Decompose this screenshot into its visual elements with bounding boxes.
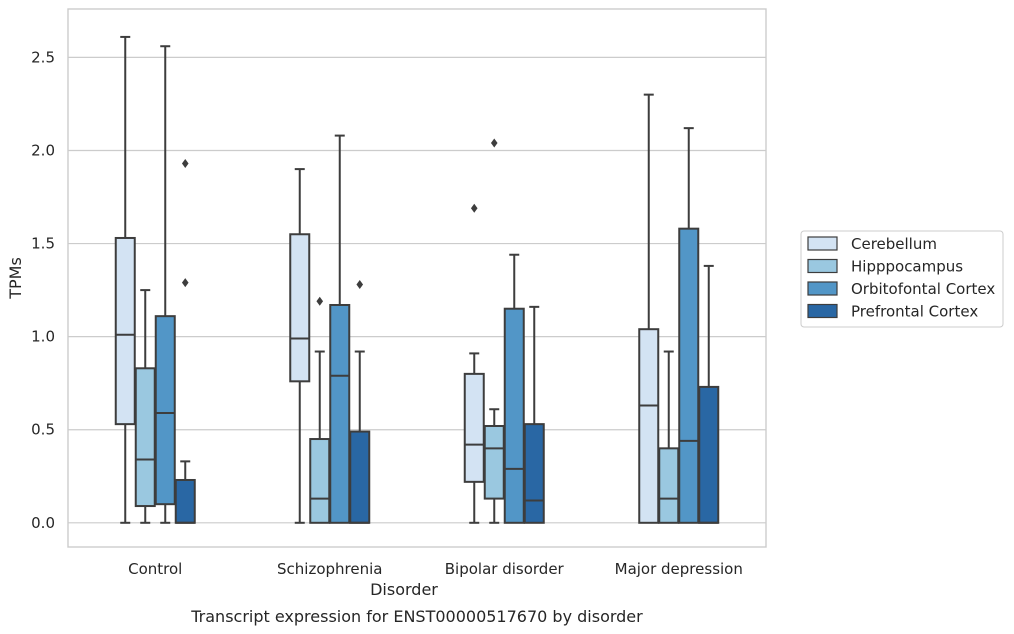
box-body (134, 367, 156, 508)
box-orbitofontal-cortex-0 (154, 45, 176, 524)
x-tick-label: Schizophrenia (277, 560, 382, 578)
box-body (114, 236, 136, 426)
box-body (638, 328, 660, 524)
legend: Cerebellum Hipppocampus Orbitofontal Corte… (800, 230, 1004, 328)
box-body (154, 315, 176, 506)
box-body (174, 478, 196, 524)
box-body (483, 424, 505, 500)
y-tick-label: 2.5 (31, 48, 55, 66)
box-body (463, 372, 485, 483)
outlier-point (181, 278, 189, 288)
box-hipppocampus-2 (483, 138, 505, 524)
x-tick-label: Control (128, 560, 182, 578)
box-body (678, 227, 700, 524)
chart-caption: Transcript expression for ENST0000051767… (190, 607, 643, 626)
legend-swatch (807, 303, 838, 319)
legend-frame (800, 230, 1004, 328)
box-cerebellum-1 (289, 168, 311, 524)
box-prefrontal-cortex-2 (523, 305, 545, 524)
legend-swatch (807, 281, 838, 296)
x-tick-labels: Control Schizophrenia Bipolar disorder Majo… (128, 560, 743, 578)
box-body (329, 303, 351, 524)
box-cerebellum-0 (114, 35, 136, 524)
y-tick-label: 1.0 (31, 328, 55, 346)
legend-label: Orbitofontal Cortex (851, 280, 995, 298)
box-body (658, 447, 680, 524)
box-prefrontal-cortex-1 (349, 280, 371, 524)
outlier-point (181, 159, 189, 169)
legend-label: Hipppocampus (851, 258, 963, 276)
outlier-point (316, 296, 324, 306)
legend-swatch (807, 236, 838, 251)
y-tick-label: 2.0 (31, 141, 55, 159)
box-prefrontal-cortex-3 (698, 264, 720, 524)
box-body (349, 430, 371, 524)
box-hipppocampus-3 (658, 350, 680, 524)
legend-label: Cerebellum (851, 235, 937, 253)
box-prefrontal-cortex-0 (174, 159, 196, 524)
box-body (503, 307, 525, 524)
box-body (289, 233, 311, 383)
box-body (698, 385, 720, 524)
x-tick-label: Major depression (615, 560, 743, 578)
box-orbitofontal-cortex-2 (503, 253, 525, 524)
box-orbitofontal-cortex-3 (678, 127, 700, 524)
x-axis-label: Disorder (370, 580, 438, 599)
x-tick-label: Bipolar disorder (445, 560, 565, 578)
legend-label: Prefrontal Cortex (851, 303, 978, 321)
outlier-point (356, 280, 364, 290)
plot-frame (67, 8, 767, 548)
box-cerebellum-3 (638, 93, 660, 524)
y-tick-labels: 0.0 0.5 1.0 1.5 2.0 2.5 (31, 48, 55, 531)
y-tick-label: 1.5 (31, 235, 55, 253)
box-hipppocampus-1 (309, 296, 331, 524)
box-orbitofontal-cortex-1 (329, 134, 351, 524)
box-hipppocampus-0 (134, 289, 156, 524)
box-body (309, 438, 331, 524)
y-tick-label: 0.5 (31, 421, 55, 439)
outlier-point (470, 203, 478, 213)
outlier-point (490, 138, 498, 148)
y-tick-label: 0.0 (31, 514, 55, 532)
legend-swatch (807, 258, 838, 274)
y-axis-label: TPMs (6, 257, 25, 300)
box-cerebellum-2 (463, 203, 485, 524)
boxes (114, 35, 720, 524)
box-body (523, 423, 545, 524)
